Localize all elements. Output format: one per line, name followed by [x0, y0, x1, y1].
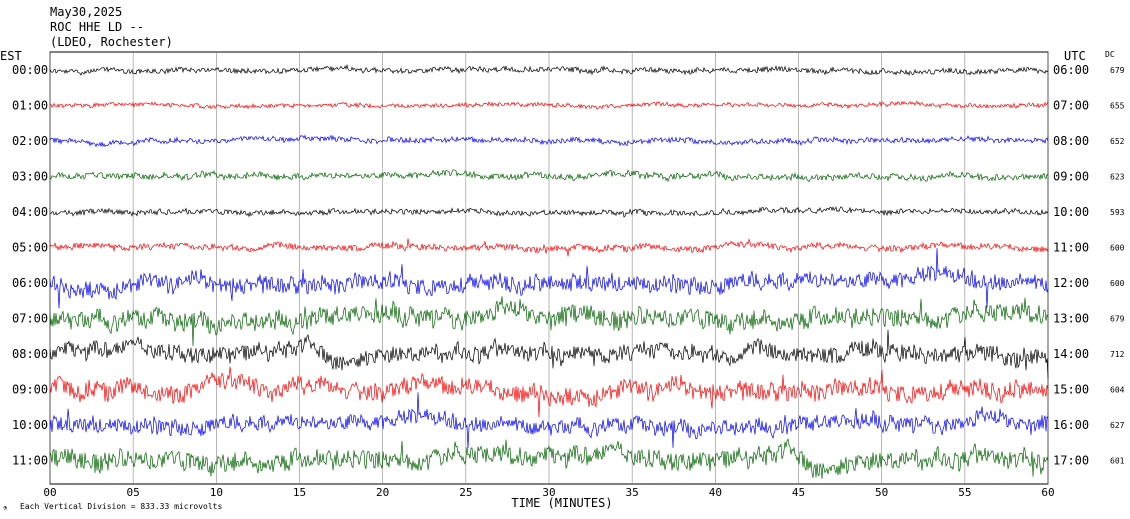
- date-label: May30,2025: [50, 5, 122, 19]
- x-tick-label: 05: [127, 486, 140, 499]
- seismic-traces: [49, 63, 1049, 479]
- trace-0800: [49, 329, 1049, 378]
- dc-value: 604: [1110, 386, 1125, 395]
- est-hour-label: 11:00: [12, 454, 48, 468]
- utc-hour-label: 09:00: [1053, 170, 1089, 184]
- x-tick-label: 55: [958, 486, 971, 499]
- trace-0900: [49, 366, 1049, 418]
- dc-value: 623: [1110, 173, 1125, 182]
- utc-hour-label: 06:00: [1053, 63, 1089, 77]
- row-labels: 00:00 06:00 679 01:00 07:00 655 02:00 08:00 652 0…: [12, 63, 1125, 468]
- x-tick-label: 40: [709, 486, 722, 499]
- utc-hour-label: 12:00: [1053, 276, 1089, 290]
- grid-lines: [49, 52, 1049, 484]
- est-hour-label: 00:00: [12, 63, 48, 77]
- x-tick-label: 60: [1041, 486, 1054, 499]
- trace-0300: [49, 169, 1049, 183]
- x-tick-label: 30: [542, 486, 555, 499]
- x-tick-label: 00: [43, 486, 56, 499]
- est-hour-label: 08:00: [12, 347, 48, 361]
- left-timezone-label: EST: [0, 49, 22, 63]
- dc-value: 627: [1110, 421, 1125, 430]
- utc-hour-label: 07:00: [1053, 99, 1089, 113]
- dc-value: 655: [1110, 102, 1125, 111]
- corner-mark: ⚗: [3, 504, 8, 512]
- utc-hour-label: 11:00: [1053, 241, 1089, 255]
- utc-hour-label: 10:00: [1053, 205, 1089, 219]
- est-hour-label: 03:00: [12, 170, 48, 184]
- x-tick-label: 20: [376, 486, 389, 499]
- utc-hour-label: 17:00: [1053, 454, 1089, 468]
- x-axis-ticks: 00 05 10 15 20 25 30 35 40 45 50 55 60: [43, 486, 1054, 499]
- est-hour-label: 07:00: [12, 312, 48, 326]
- network-label: (LDEO, Rochester): [50, 35, 173, 49]
- est-hour-label: 02:00: [12, 134, 48, 148]
- trace-0500: [49, 238, 1049, 257]
- trace-0600: [49, 248, 1049, 309]
- est-hour-label: 09:00: [12, 383, 48, 397]
- trace-0000: [49, 63, 1049, 76]
- est-hour-label: 06:00: [12, 276, 48, 290]
- x-axis-title: TIME (MINUTES): [511, 496, 612, 510]
- x-tick-label: 35: [626, 486, 639, 499]
- trace-1000: [49, 392, 1049, 449]
- est-hour-label: 10:00: [12, 418, 48, 432]
- x-tick-label: 25: [459, 486, 472, 499]
- trace-0400: [49, 206, 1049, 218]
- dc-value: 679: [1110, 315, 1125, 324]
- station-label: ROC HHE LD --: [50, 20, 144, 34]
- est-hour-label: 05:00: [12, 241, 48, 255]
- trace-0200: [49, 134, 1049, 148]
- x-tick-label: 45: [792, 486, 805, 499]
- right-timezone-label: UTC: [1064, 49, 1086, 63]
- dc-value: 652: [1110, 137, 1125, 146]
- dc-value: 679: [1110, 66, 1125, 75]
- utc-hour-label: 15:00: [1053, 383, 1089, 397]
- x-tick-label: 50: [875, 486, 888, 499]
- utc-hour-label: 08:00: [1053, 134, 1089, 148]
- utc-hour-label: 14:00: [1053, 347, 1089, 361]
- dc-value: 601: [1110, 457, 1125, 466]
- dc-value: 600: [1110, 279, 1125, 288]
- trace-0700: [49, 296, 1049, 347]
- utc-hour-label: 16:00: [1053, 418, 1089, 432]
- x-tick-label: 15: [293, 486, 306, 499]
- dc-value: 712: [1110, 350, 1125, 359]
- est-hour-label: 01:00: [12, 99, 48, 113]
- est-hour-label: 04:00: [12, 205, 48, 219]
- vertical-division-note: Each Vertical Division = 833.33 microvol…: [20, 502, 222, 511]
- dc-value: 600: [1110, 244, 1125, 253]
- dc-value: 593: [1110, 208, 1125, 217]
- x-tick-label: 10: [210, 486, 223, 499]
- trace-1100: [49, 438, 1049, 479]
- trace-0100: [49, 100, 1049, 110]
- dc-header-label: DC: [1105, 50, 1115, 59]
- utc-hour-label: 13:00: [1053, 312, 1089, 326]
